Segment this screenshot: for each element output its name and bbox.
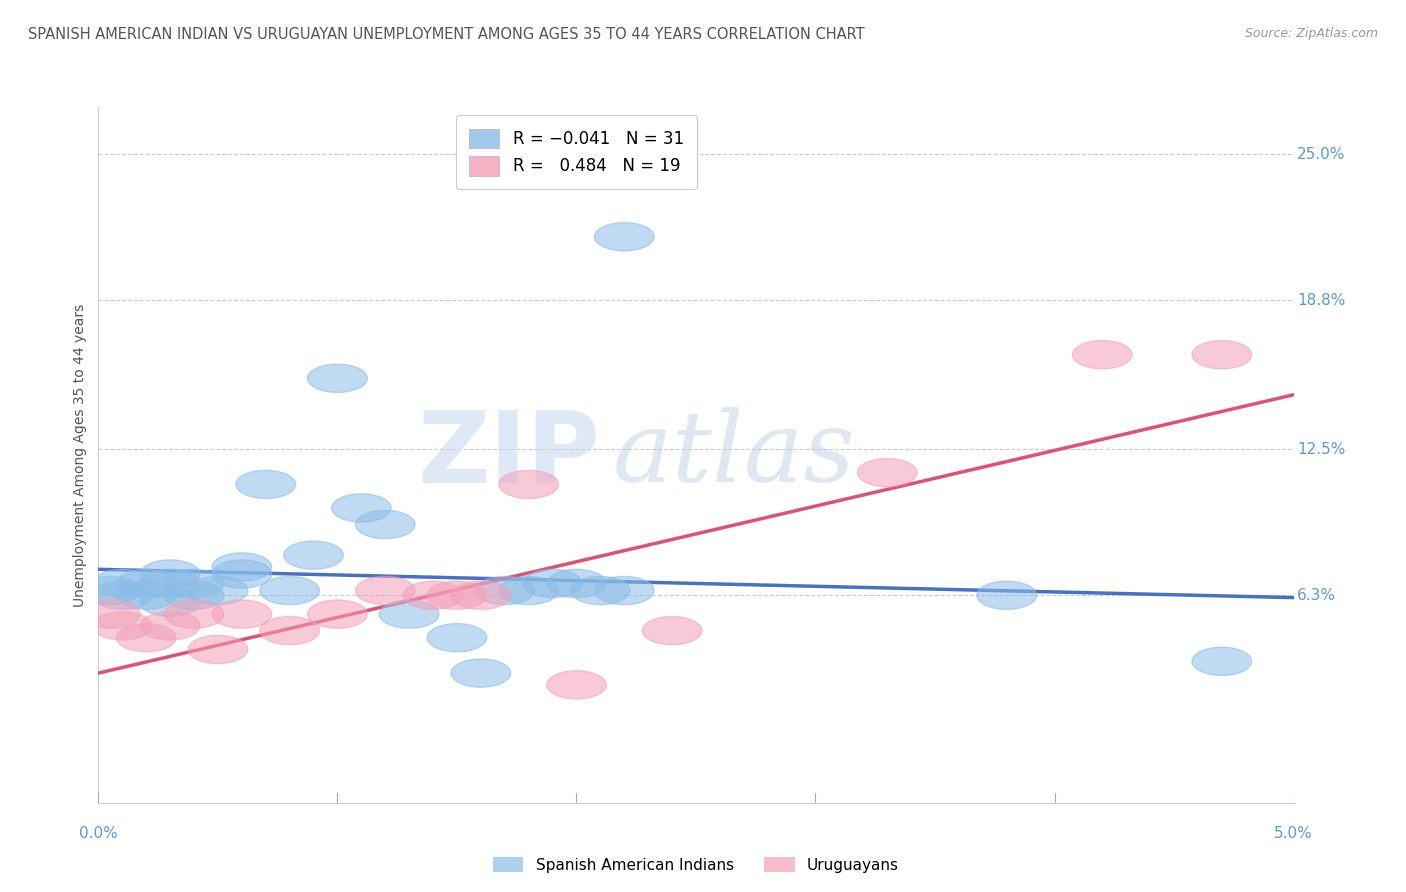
- Legend: Spanish American Indians, Uruguayans: Spanish American Indians, Uruguayans: [486, 850, 905, 879]
- Ellipse shape: [1192, 647, 1251, 675]
- Text: ZIP: ZIP: [418, 407, 600, 503]
- Text: 18.8%: 18.8%: [1298, 293, 1346, 308]
- Y-axis label: Unemployment Among Ages 35 to 44 years: Unemployment Among Ages 35 to 44 years: [73, 303, 87, 607]
- Ellipse shape: [404, 581, 463, 609]
- Ellipse shape: [332, 494, 391, 522]
- Ellipse shape: [643, 616, 702, 645]
- Ellipse shape: [93, 612, 152, 640]
- Ellipse shape: [571, 576, 630, 605]
- Ellipse shape: [236, 470, 295, 499]
- Ellipse shape: [451, 659, 510, 687]
- Ellipse shape: [117, 624, 176, 652]
- Ellipse shape: [80, 576, 141, 605]
- Ellipse shape: [212, 600, 271, 628]
- Ellipse shape: [1073, 341, 1132, 368]
- Text: 0.0%: 0.0%: [79, 826, 118, 841]
- Ellipse shape: [475, 576, 534, 605]
- Ellipse shape: [523, 569, 582, 598]
- Ellipse shape: [499, 470, 558, 499]
- Text: 25.0%: 25.0%: [1298, 146, 1346, 161]
- Ellipse shape: [595, 223, 654, 251]
- Ellipse shape: [165, 581, 224, 609]
- Ellipse shape: [547, 671, 606, 699]
- Ellipse shape: [499, 576, 558, 605]
- Text: Source: ZipAtlas.com: Source: ZipAtlas.com: [1244, 27, 1378, 40]
- Ellipse shape: [212, 553, 271, 581]
- Ellipse shape: [93, 569, 152, 598]
- Text: SPANISH AMERICAN INDIAN VS URUGUAYAN UNEMPLOYMENT AMONG AGES 35 TO 44 YEARS CORR: SPANISH AMERICAN INDIAN VS URUGUAYAN UNE…: [28, 27, 865, 42]
- Text: 6.3%: 6.3%: [1298, 588, 1336, 603]
- Ellipse shape: [165, 600, 224, 628]
- Ellipse shape: [117, 569, 176, 598]
- Ellipse shape: [380, 600, 439, 628]
- Ellipse shape: [165, 569, 224, 598]
- Ellipse shape: [427, 581, 486, 609]
- Ellipse shape: [1192, 341, 1251, 368]
- Ellipse shape: [451, 581, 510, 609]
- Ellipse shape: [188, 635, 247, 664]
- Ellipse shape: [308, 600, 367, 628]
- Ellipse shape: [260, 576, 319, 605]
- Text: 5.0%: 5.0%: [1274, 826, 1313, 841]
- Ellipse shape: [284, 541, 343, 569]
- Ellipse shape: [117, 581, 176, 609]
- Ellipse shape: [141, 588, 200, 616]
- Ellipse shape: [141, 612, 200, 640]
- Ellipse shape: [977, 581, 1036, 609]
- Ellipse shape: [141, 569, 200, 598]
- Ellipse shape: [93, 581, 152, 609]
- Ellipse shape: [260, 616, 319, 645]
- Ellipse shape: [308, 364, 367, 392]
- Ellipse shape: [356, 576, 415, 605]
- Ellipse shape: [212, 560, 271, 588]
- Ellipse shape: [858, 458, 917, 487]
- Text: atlas: atlas: [612, 408, 855, 502]
- Ellipse shape: [141, 560, 200, 588]
- Text: 12.5%: 12.5%: [1298, 442, 1346, 457]
- Ellipse shape: [427, 624, 486, 652]
- Ellipse shape: [595, 576, 654, 605]
- Ellipse shape: [547, 569, 606, 598]
- Ellipse shape: [188, 576, 247, 605]
- Ellipse shape: [80, 600, 141, 628]
- Ellipse shape: [356, 510, 415, 539]
